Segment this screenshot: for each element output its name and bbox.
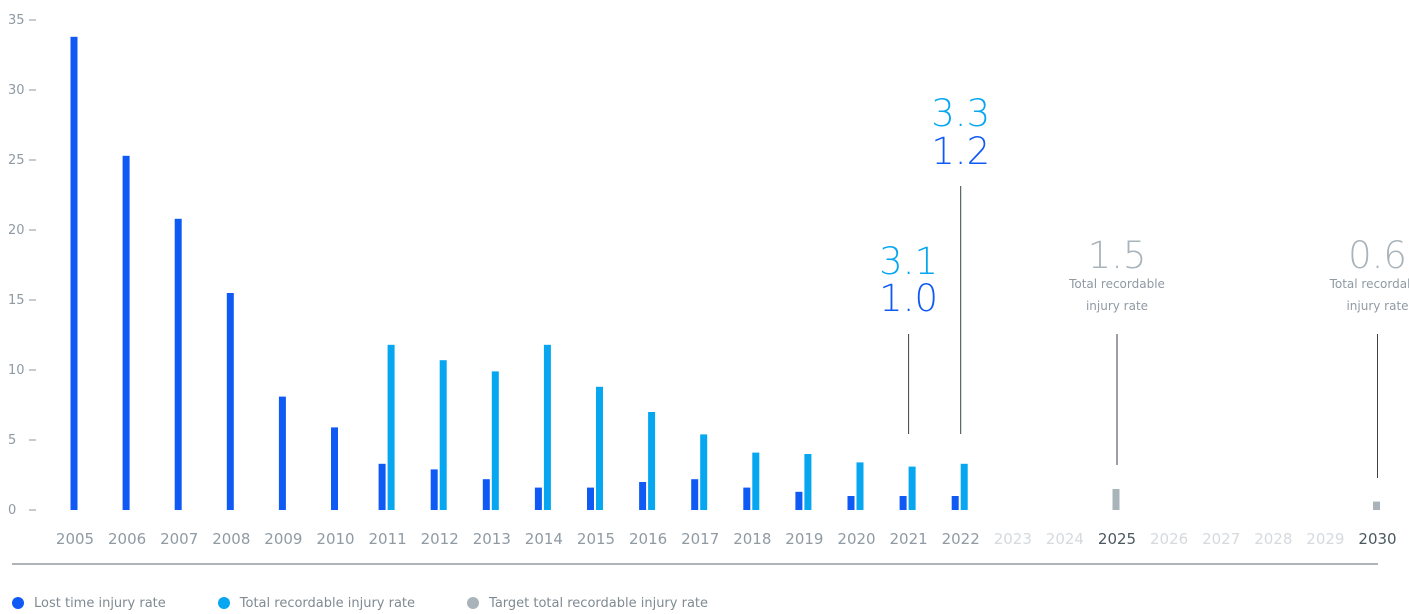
bar-lost-time-2010 bbox=[331, 427, 338, 510]
x-tick-label-2013: 2013 bbox=[473, 530, 511, 548]
bar-target-2030 bbox=[1373, 501, 1380, 510]
x-tick-label-2021: 2021 bbox=[890, 530, 928, 548]
legend-item-lost-time: Lost time injury rate bbox=[12, 596, 166, 611]
y-tick-label: 35 bbox=[8, 13, 25, 28]
annotation-note-line2-2030: injury rate bbox=[1346, 299, 1408, 313]
y-tick-label: 0 bbox=[8, 503, 16, 518]
x-tick-label-2026: 2026 bbox=[1150, 530, 1188, 548]
x-tick-label-2019: 2019 bbox=[785, 530, 823, 548]
bar-lost-time-2015 bbox=[587, 487, 594, 510]
legend-swatch-total-recordable bbox=[217, 597, 230, 609]
x-tick-label-2018: 2018 bbox=[733, 530, 771, 548]
y-axis: 0 5 10 15 20 25 30 35 bbox=[8, 13, 36, 518]
x-tick-label-2015: 2015 bbox=[577, 530, 615, 548]
bar-total-recordable-2018 bbox=[752, 452, 760, 510]
legend-label-target: Target total recordable injury rate bbox=[489, 595, 709, 611]
bar-lost-time-2013 bbox=[482, 479, 490, 510]
annotation-ltir-2021: 1.0 bbox=[879, 277, 938, 320]
bar-lost-time-2009 bbox=[278, 396, 286, 510]
bar-lost-time-2012 bbox=[430, 469, 438, 510]
bar-lost-time-2007 bbox=[174, 218, 182, 511]
legend-item-target: Target total recordable injury rate bbox=[467, 596, 708, 611]
bar-total-recordable-2017 bbox=[700, 434, 708, 510]
legend-swatch-target bbox=[467, 597, 480, 609]
x-tick-label-2011: 2011 bbox=[369, 530, 407, 548]
bar-lost-time-2016 bbox=[639, 482, 647, 510]
bar-total-recordable-2014 bbox=[543, 344, 551, 510]
annotation-trir-2022: 3.3 bbox=[931, 92, 990, 135]
x-axis: 2005 2006 2007 2008 2009 2010 2011 2012 2013 2014… bbox=[56, 530, 1397, 548]
bar-total-recordable-2011 bbox=[387, 344, 395, 510]
y-tick-label: 20 bbox=[8, 223, 25, 238]
bar-lost-time-2022 bbox=[951, 496, 959, 510]
annotation-leaders bbox=[908, 186, 1378, 478]
y-tick-label: 15 bbox=[8, 293, 25, 308]
bar-lost-time-2021 bbox=[899, 496, 907, 510]
x-tick-label-2016: 2016 bbox=[629, 530, 667, 548]
x-tick-label-2007: 2007 bbox=[160, 530, 198, 548]
x-tick-label-2028: 2028 bbox=[1254, 530, 1292, 548]
bar-lost-time-2019 bbox=[795, 491, 803, 510]
bars bbox=[70, 36, 1380, 511]
annotation-note-line1-2025: Total recordable bbox=[1068, 277, 1165, 291]
y-tick-label: 5 bbox=[8, 433, 16, 448]
bar-total-recordable-2022 bbox=[960, 463, 968, 510]
x-tick-label-2029: 2029 bbox=[1306, 530, 1344, 548]
x-tick-label-2024: 2024 bbox=[1046, 530, 1084, 548]
bar-total-recordable-2013 bbox=[491, 371, 499, 510]
annotation-trir-2021: 3.1 bbox=[879, 240, 938, 283]
legend-label-lost-time: Lost time injury rate bbox=[34, 595, 166, 611]
bar-lost-time-2020 bbox=[847, 496, 855, 510]
y-tick-label: 10 bbox=[8, 363, 25, 378]
x-tick-label-2030: 2030 bbox=[1358, 530, 1396, 548]
bar-lost-time-2017 bbox=[691, 479, 699, 510]
bar-total-recordable-2012 bbox=[439, 360, 447, 510]
bar-target-2025 bbox=[1112, 489, 1120, 510]
bar-total-recordable-2021 bbox=[908, 466, 916, 510]
bar-lost-time-2014 bbox=[534, 487, 542, 510]
bar-total-recordable-2019 bbox=[804, 454, 812, 510]
x-tick-label-2025: 2025 bbox=[1098, 530, 1136, 548]
annotation-ltir-2022: 1.2 bbox=[931, 130, 990, 173]
x-tick-label-2010: 2010 bbox=[316, 530, 354, 548]
bar-lost-time-2005 bbox=[70, 36, 78, 511]
legend-swatch-lost-time bbox=[12, 597, 24, 609]
x-tick-label-2005: 2005 bbox=[56, 530, 94, 548]
bar-lost-time-2011 bbox=[378, 463, 386, 510]
legend-label-total-recordable: Total recordable injury rate bbox=[239, 595, 416, 611]
x-tick-label-2020: 2020 bbox=[837, 530, 875, 548]
x-tick-label-2027: 2027 bbox=[1202, 530, 1240, 548]
bar-lost-time-2008 bbox=[226, 293, 234, 510]
x-tick-label-2006: 2006 bbox=[108, 530, 146, 548]
x-tick-label-2012: 2012 bbox=[421, 530, 459, 548]
bar-lost-time-2018 bbox=[743, 487, 751, 510]
bar-total-recordable-2016 bbox=[648, 412, 656, 510]
x-tick-label-2022: 2022 bbox=[942, 530, 980, 548]
x-tick-label-2017: 2017 bbox=[681, 530, 719, 548]
y-tick-label: 25 bbox=[8, 153, 25, 168]
y-tick-label: 30 bbox=[8, 83, 25, 98]
annotation-note-line2-2025: injury rate bbox=[1086, 299, 1148, 313]
x-tick-label-2023: 2023 bbox=[994, 530, 1032, 548]
bar-lost-time-2006 bbox=[122, 155, 130, 511]
annotation-target-2030: 0.6 bbox=[1348, 234, 1407, 277]
x-tick-label-2009: 2009 bbox=[264, 530, 302, 548]
bar-total-recordable-2015 bbox=[596, 386, 603, 510]
bar-total-recordable-2020 bbox=[856, 462, 864, 510]
x-tick-label-2014: 2014 bbox=[525, 530, 563, 548]
legend-item-total-recordable: Total recordable injury rate bbox=[217, 595, 416, 611]
annotation-target-2025: 1.5 bbox=[1088, 234, 1147, 277]
annotation-note-line1-2030: Total recordable bbox=[1329, 277, 1409, 291]
legend: Lost time injury rate Total recordable i… bbox=[12, 592, 760, 614]
x-tick-label-2008: 2008 bbox=[212, 530, 250, 548]
